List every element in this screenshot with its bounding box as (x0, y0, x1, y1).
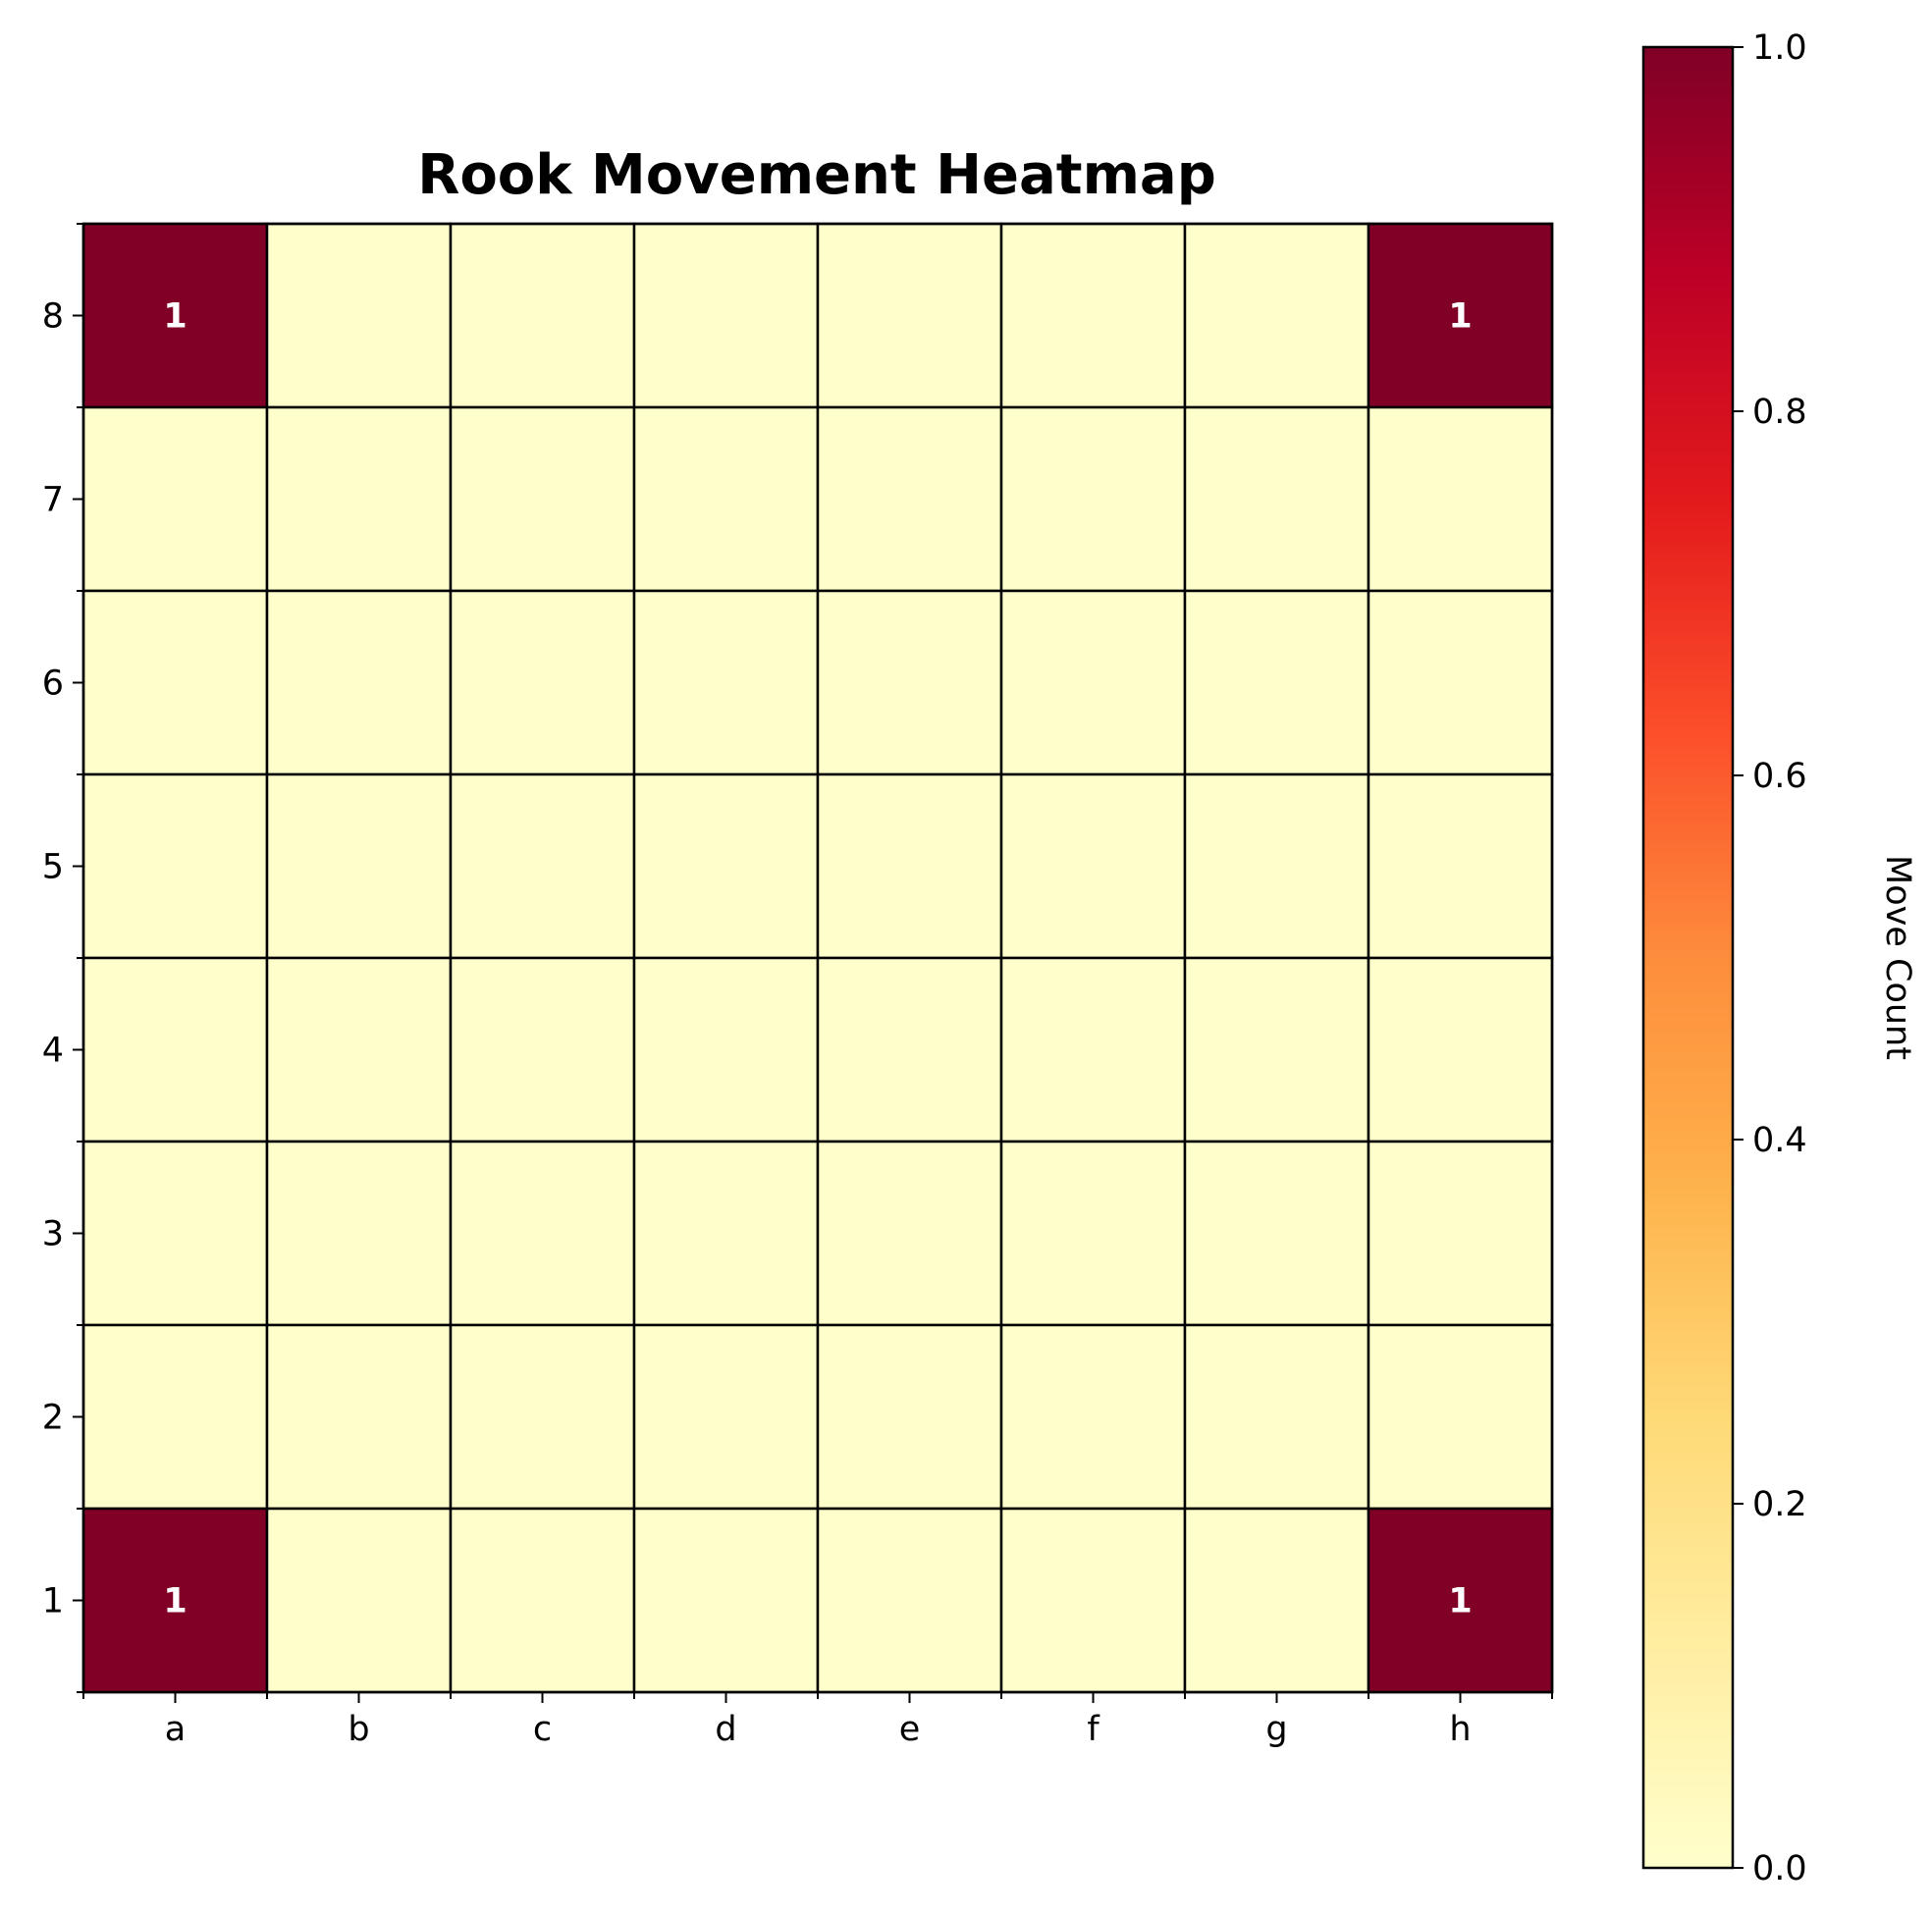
y-tick-label: 7 (42, 481, 64, 520)
heatmap-cell-f5 (999, 772, 1187, 960)
heatmap-cell-b5 (265, 772, 453, 960)
heatmap-cell-h7 (1367, 405, 1554, 593)
y-tick-label: 2 (42, 1399, 64, 1438)
x-tick-label: e (899, 1710, 921, 1749)
heatmap-cell-a4 (81, 956, 269, 1143)
heatmap-cell-e2 (816, 1323, 1003, 1511)
heatmap-cell-f8 (999, 222, 1187, 409)
heatmap-cell-c2 (449, 1323, 636, 1511)
heatmap-cell-d7 (632, 405, 820, 593)
colorbar: 0.0 0.2 0.4 0.6 0.8 1.0 Move Count (1641, 28, 1917, 1888)
cell-value-label: 1 (1448, 297, 1472, 337)
heatmap-cell-f2 (999, 1323, 1187, 1511)
colorbar-tick-label: 0.6 (1752, 757, 1807, 796)
heatmap-cell-a1 (81, 1507, 269, 1694)
heatmap-cell-f1 (999, 1507, 1187, 1694)
heatmap-cell-b7 (265, 405, 453, 593)
heatmap-cell-a7 (81, 405, 269, 593)
heatmap-cell-b3 (265, 1140, 453, 1327)
heatmap-cell-h1 (1367, 1507, 1554, 1694)
colorbar-tick-label: 0.4 (1752, 1121, 1807, 1160)
heatmap-cell-e1 (816, 1507, 1003, 1694)
heatmap-cell-a3 (81, 1140, 269, 1327)
y-tick-label: 3 (42, 1215, 64, 1254)
heatmap-cell-d8 (632, 222, 820, 409)
heatmap-cell-d6 (632, 589, 820, 776)
heatmap-cell-e7 (816, 405, 1003, 593)
colorbar-tick-label: 0.2 (1752, 1485, 1807, 1524)
cell-value-label: 1 (163, 1582, 187, 1622)
heatmap-cell-d2 (632, 1323, 820, 1511)
y-axis: 8 7 6 5 4 3 2 1 (42, 223, 83, 1693)
heatmap-cell-f3 (999, 1140, 1187, 1327)
heatmap-cell-a2 (81, 1323, 269, 1511)
colorbar-tick-label: 1.0 (1752, 28, 1807, 68)
heatmap-cell-c1 (449, 1507, 636, 1694)
heatmap-cell-h3 (1367, 1140, 1554, 1327)
heatmap-cell-g8 (1183, 222, 1370, 409)
heatmap-cell-b6 (265, 589, 453, 776)
cell-value-label: 1 (1448, 1582, 1472, 1622)
x-tick-label: b (348, 1710, 369, 1749)
heatmap-cell-g1 (1183, 1507, 1370, 1694)
heatmap-cell-c8 (449, 222, 636, 409)
heatmap-cell-h8 (1367, 222, 1554, 409)
heatmap-cell-e8 (816, 222, 1003, 409)
heatmap-cell-g2 (1183, 1323, 1370, 1511)
heatmap-cell-g6 (1183, 589, 1370, 776)
heatmap-cell-e3 (816, 1140, 1003, 1327)
heatmap-cell-a6 (81, 589, 269, 776)
heatmap-cell-d3 (632, 1140, 820, 1327)
heatmap-cell-c3 (449, 1140, 636, 1327)
y-tick-label: 6 (42, 665, 64, 704)
heatmap-cell-e5 (816, 772, 1003, 960)
colorbar-label: Move Count (1878, 855, 1917, 1060)
heatmap-cell-b2 (265, 1323, 453, 1511)
heatmap-cell-d5 (632, 772, 820, 960)
y-tick-label: 5 (42, 848, 64, 887)
heatmap-cell-h5 (1367, 772, 1554, 960)
heatmap-cell-f6 (999, 589, 1187, 776)
heatmap-cell-d1 (632, 1507, 820, 1694)
heatmap-cell-c4 (449, 956, 636, 1143)
heatmap-cell-f7 (999, 405, 1187, 593)
y-tick-label: 4 (42, 1032, 64, 1071)
heatmap-cell-a8 (81, 222, 269, 409)
x-tick-label: a (165, 1710, 186, 1749)
heatmap-cell-a5 (81, 772, 269, 960)
heatmap-cell-h4 (1367, 956, 1554, 1143)
heatmap-cell-e6 (816, 589, 1003, 776)
colorbar-gradient (1641, 45, 1735, 1870)
x-tick-label: g (1265, 1710, 1287, 1749)
heatmap-cell-c5 (449, 772, 636, 960)
heatmap-cell-g4 (1183, 956, 1370, 1143)
heatmap-cell-d4 (632, 956, 820, 1143)
heatmap-cell-c7 (449, 405, 636, 593)
heatmap-cell-g3 (1183, 1140, 1370, 1327)
heatmap-cell-b8 (265, 222, 453, 409)
heatmap-cell-c6 (449, 589, 636, 776)
x-tick-label: h (1449, 1710, 1471, 1749)
y-tick-label: 8 (42, 297, 64, 337)
heatmap-cell-b4 (265, 956, 453, 1143)
heatmap-cell-f4 (999, 956, 1187, 1143)
x-tick-label: f (1087, 1710, 1100, 1749)
heatmap-cell-h6 (1367, 589, 1554, 776)
cell-value-label: 1 (163, 297, 187, 337)
heatmap-cell-b1 (265, 1507, 453, 1694)
colorbar-tick-label: 0.8 (1752, 393, 1807, 432)
x-axis: a b c d e f g h (82, 1692, 1553, 1749)
heatmap-cell-e4 (816, 956, 1003, 1143)
heatmap-cell-g5 (1183, 772, 1370, 960)
x-tick-label: d (715, 1710, 736, 1749)
cell-annotations: 1 1 1 1 (163, 297, 1472, 1622)
chart-title: Rook Movement Heatmap (417, 143, 1216, 207)
y-tick-label: 1 (42, 1582, 64, 1622)
heatmap-cell-g7 (1183, 405, 1370, 593)
heatmap-cell-h2 (1367, 1323, 1554, 1511)
colorbar-tick-label: 0.0 (1752, 1849, 1807, 1888)
heatmap-cells (81, 222, 1554, 1694)
x-tick-label: c (533, 1710, 552, 1749)
